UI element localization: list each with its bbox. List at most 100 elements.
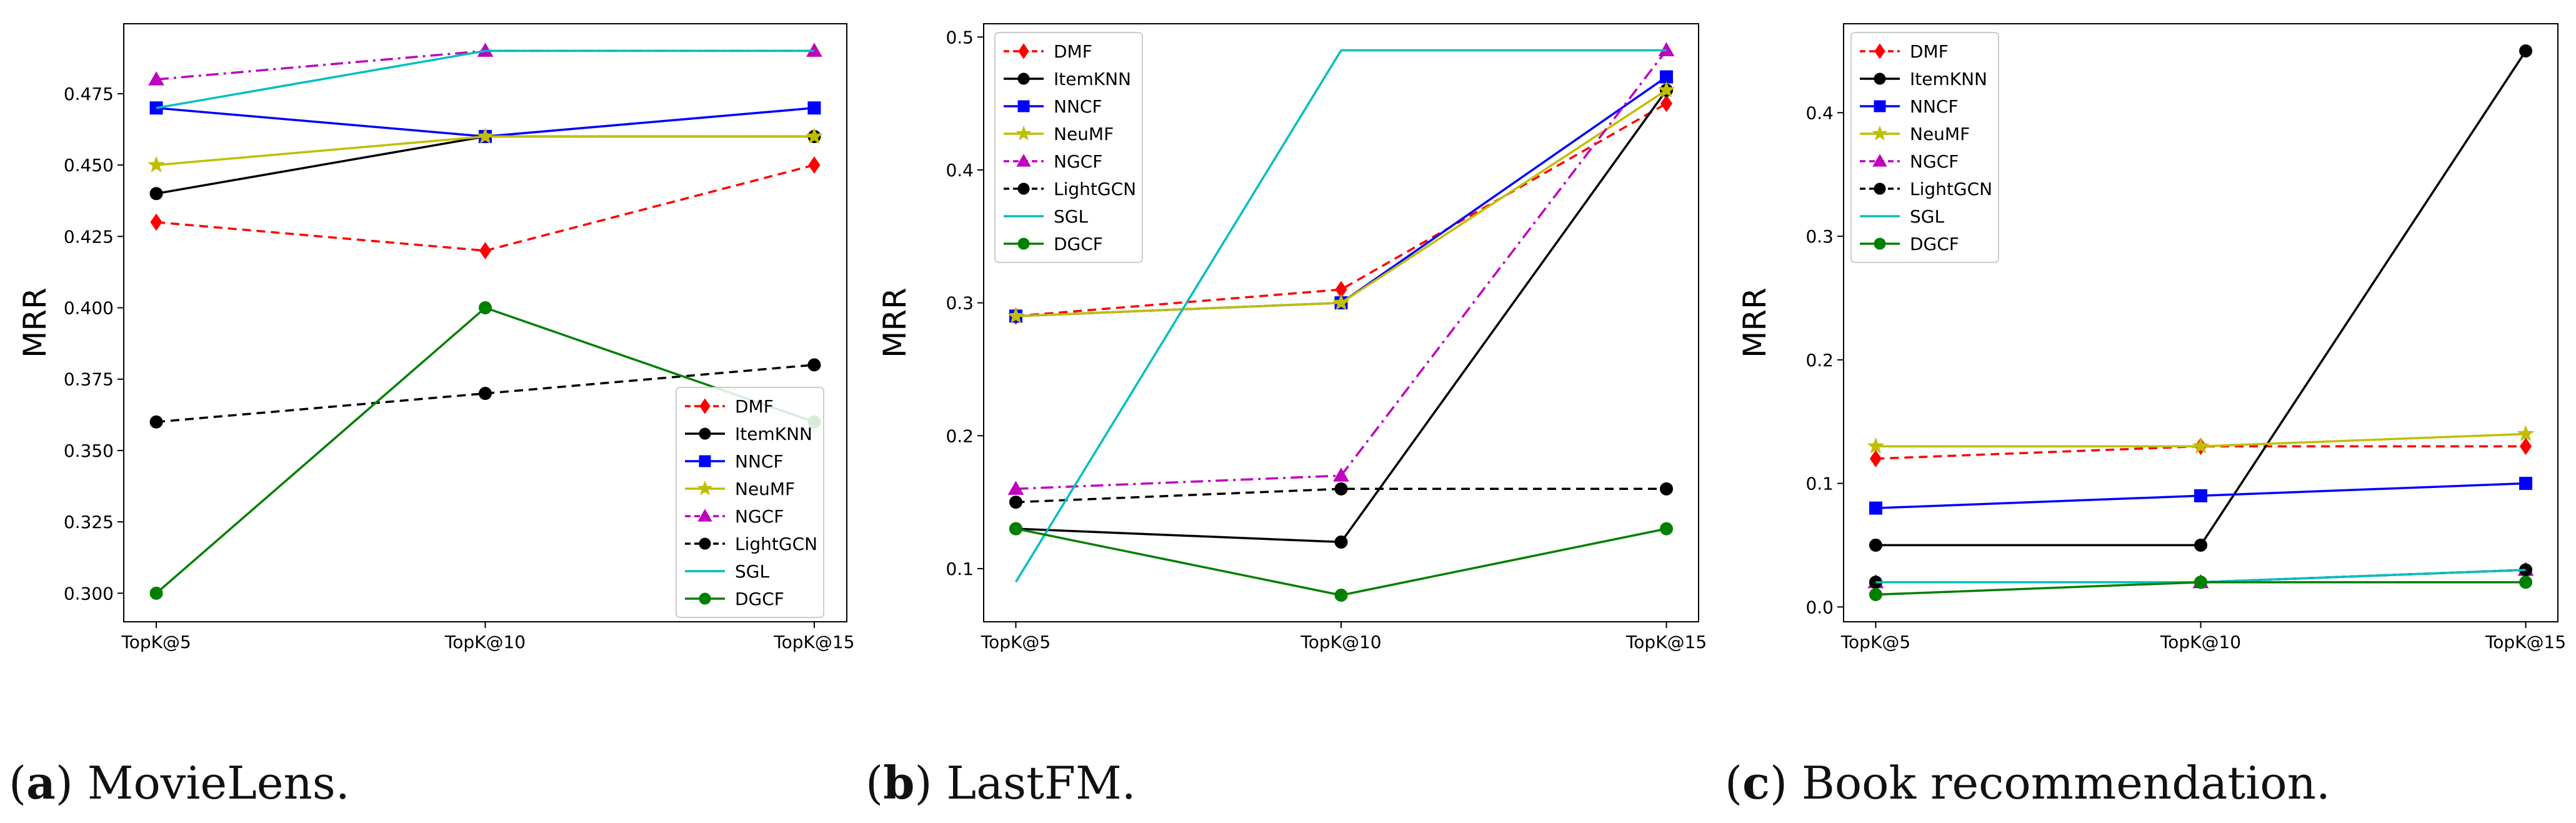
data-point-dmf bbox=[479, 242, 492, 260]
legend-label-dgcf: DGCF bbox=[735, 589, 784, 609]
data-point-dmf bbox=[150, 213, 162, 231]
y-tick-label: 0.2 bbox=[946, 426, 974, 446]
series-sgl bbox=[156, 49, 814, 109]
chart-panel-b: 0.1 0.2 0.3 0.4 0.5 TopK@5 TopK@10 TopK@15 MRR DM… bbox=[877, 23, 1707, 652]
x-tick-label: TopK@10 bbox=[1300, 632, 1381, 652]
data-point-itemknn bbox=[149, 187, 163, 201]
y-tick-label: 0.300 bbox=[64, 583, 114, 604]
chart-panel-c: 0.0 0.1 0.2 0.3 0.4 TopK@5 TopK@10 TopK@15 MRR DM… bbox=[1737, 23, 2566, 652]
legend: DMF ItemKNN NNCF NeuMF NGCF LightGCN SGL DGCF bbox=[1850, 32, 1999, 263]
y-axis-label: MRR bbox=[17, 287, 53, 358]
data-point-neumf bbox=[1657, 81, 1675, 98]
data-point-dmf bbox=[1660, 94, 1673, 112]
y-tick-label: 0.0 bbox=[1805, 597, 1834, 617]
legend-marker-itemknn bbox=[1017, 72, 1030, 85]
legend-marker-nncf bbox=[1017, 100, 1030, 112]
data-point-nncf bbox=[807, 101, 821, 115]
series-line-lightgcn bbox=[156, 364, 815, 423]
series-line-sgl bbox=[156, 49, 814, 109]
y-tick-label: 0.375 bbox=[64, 369, 114, 390]
legend-label-neumf: NeuMF bbox=[735, 479, 795, 499]
data-point-neumf bbox=[806, 127, 823, 144]
legend-label-lightgcn: LightGCN bbox=[1910, 179, 1992, 199]
y-tick-label: 0.450 bbox=[64, 155, 114, 176]
caption-a: (a) MovieLens. bbox=[9, 756, 350, 809]
series-ngcf bbox=[1007, 42, 1675, 495]
y-tick-label: 0.425 bbox=[64, 226, 114, 247]
y-tick-label: 0.350 bbox=[64, 441, 114, 461]
data-point-ngcf bbox=[1333, 467, 1349, 482]
x-tick-label: TopK@5 bbox=[121, 632, 191, 652]
x-tick-label: TopK@15 bbox=[773, 632, 854, 652]
legend-marker-dmf bbox=[1874, 43, 1885, 59]
legend-label-lightgcn: LightGCN bbox=[1054, 179, 1136, 199]
legend-marker-dmf bbox=[1018, 43, 1029, 59]
y-tick-label: 0.3 bbox=[1805, 226, 1834, 247]
series-lightgcn bbox=[149, 358, 821, 429]
legend-label-neumf: NeuMF bbox=[1910, 124, 1970, 144]
legend-label-nncf: NNCF bbox=[1054, 96, 1102, 117]
data-point-itemknn bbox=[1334, 535, 1348, 549]
legend-marker-itemknn bbox=[699, 427, 711, 440]
data-point-neumf bbox=[2192, 437, 2210, 454]
caption-b: (b) LastFM. bbox=[866, 756, 1136, 809]
data-point-lightgcn bbox=[149, 415, 163, 429]
y-axis-label: MRR bbox=[1737, 287, 1773, 358]
data-point-nncf bbox=[1869, 501, 1882, 515]
data-point-dgcf bbox=[2194, 576, 2207, 589]
y-tick-label: 0.4 bbox=[946, 160, 974, 181]
legend-box bbox=[676, 387, 824, 618]
legend-label-nncf: NNCF bbox=[1910, 96, 1959, 117]
legend-label-sgl: SGL bbox=[1910, 206, 1944, 227]
legend: DMF ItemKNN NNCF NeuMF NGCF LightGCN SGL DGCF bbox=[676, 387, 824, 618]
data-point-neumf bbox=[1332, 294, 1350, 311]
data-point-neumf bbox=[1007, 307, 1025, 324]
legend-label-nncf: NNCF bbox=[735, 451, 784, 472]
legend-marker-dgcf bbox=[699, 592, 711, 605]
legend-label-itemknn: ItemKNN bbox=[1910, 69, 1987, 89]
data-point-dgcf bbox=[2519, 576, 2533, 589]
data-point-dmf bbox=[2519, 437, 2532, 456]
x-tick-label: TopK@5 bbox=[1840, 632, 1910, 652]
data-point-nncf bbox=[2519, 477, 2533, 491]
legend-marker-ngcf bbox=[1872, 154, 1887, 167]
series-line-sgl bbox=[1015, 49, 1667, 583]
data-point-itemknn bbox=[2519, 44, 2533, 57]
legend-label-sgl: SGL bbox=[1054, 206, 1088, 227]
data-point-dgcf bbox=[1660, 522, 1674, 536]
data-point-lightgcn bbox=[1660, 482, 1674, 496]
data-point-neumf bbox=[476, 127, 494, 144]
series-dgcf bbox=[1009, 522, 1674, 602]
legend-label-lightgcn: LightGCN bbox=[735, 534, 817, 554]
data-point-itemknn bbox=[1869, 538, 1882, 552]
data-point-lightgcn bbox=[807, 358, 821, 372]
legend-label-sgl: SGL bbox=[735, 561, 769, 582]
data-point-lightgcn bbox=[1009, 496, 1022, 509]
data-point-dmf bbox=[808, 156, 821, 174]
series-nncf bbox=[1869, 477, 2533, 515]
legend-label-dgcf: DGCF bbox=[1054, 234, 1103, 254]
legend-marker-lightgcn bbox=[1874, 182, 1886, 195]
data-point-dgcf bbox=[1869, 588, 1882, 601]
legend-label-itemknn: ItemKNN bbox=[1054, 69, 1131, 89]
data-point-ngcf bbox=[1007, 481, 1024, 495]
legend-label-ngcf: NGCF bbox=[735, 506, 784, 527]
series-dmf bbox=[150, 156, 821, 260]
legend-marker-dmf bbox=[699, 398, 711, 414]
series-line-dmf bbox=[1875, 445, 2526, 460]
series-neumf bbox=[1867, 425, 2535, 454]
x-tick-label: TopK@5 bbox=[981, 632, 1051, 652]
legend-marker-nncf bbox=[699, 455, 711, 467]
legend-box bbox=[994, 32, 1143, 263]
legend-marker-neumf bbox=[1872, 125, 1888, 141]
data-point-neumf bbox=[1867, 437, 1885, 454]
y-tick-label: 0.4 bbox=[1805, 102, 1834, 123]
data-point-neumf bbox=[147, 156, 165, 172]
legend-marker-neumf bbox=[1016, 125, 1032, 141]
data-point-lightgcn bbox=[479, 387, 492, 401]
legend-marker-lightgcn bbox=[699, 537, 711, 550]
x-tick-label: TopK@15 bbox=[2485, 632, 2566, 652]
y-tick-label: 0.475 bbox=[64, 84, 114, 104]
legend-marker-lightgcn bbox=[1017, 182, 1030, 195]
